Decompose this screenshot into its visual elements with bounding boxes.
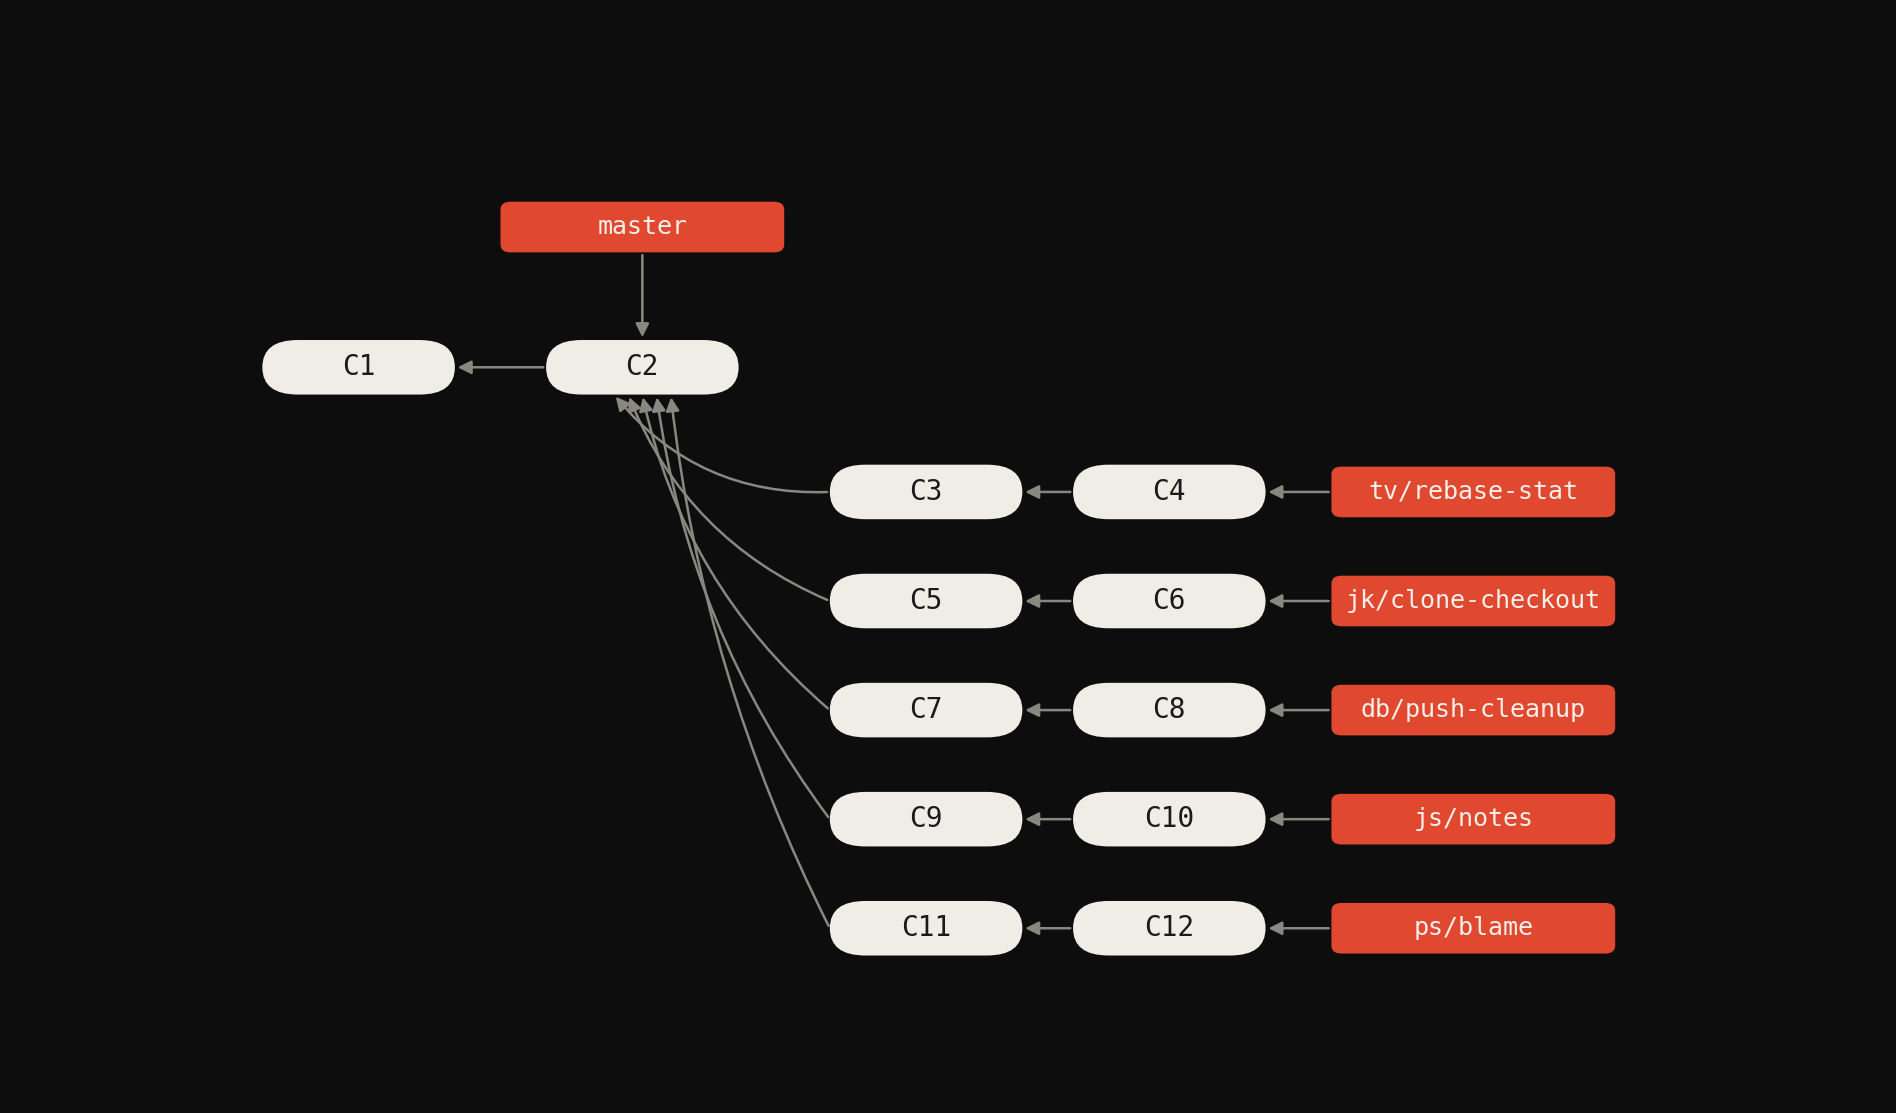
FancyBboxPatch shape xyxy=(830,682,1022,737)
FancyBboxPatch shape xyxy=(546,339,739,394)
Text: db/push-cleanup: db/push-cleanup xyxy=(1361,698,1585,722)
Text: js/notes: js/notes xyxy=(1413,807,1534,831)
FancyBboxPatch shape xyxy=(1073,682,1267,737)
Text: jk/clone-checkout: jk/clone-checkout xyxy=(1346,589,1600,613)
FancyBboxPatch shape xyxy=(1073,464,1267,519)
Text: C7: C7 xyxy=(910,696,942,725)
FancyBboxPatch shape xyxy=(1331,466,1615,518)
Text: C4: C4 xyxy=(1153,477,1187,506)
Text: ps/blame: ps/blame xyxy=(1413,916,1534,940)
Text: C2: C2 xyxy=(626,353,660,382)
Text: C12: C12 xyxy=(1143,914,1194,943)
FancyBboxPatch shape xyxy=(830,464,1022,519)
Text: master: master xyxy=(597,215,688,239)
FancyArrowPatch shape xyxy=(618,398,827,492)
FancyBboxPatch shape xyxy=(1073,902,1267,955)
Text: C6: C6 xyxy=(1153,587,1187,615)
FancyArrowPatch shape xyxy=(667,400,829,926)
FancyBboxPatch shape xyxy=(1073,792,1267,846)
Text: C8: C8 xyxy=(1153,696,1187,725)
Text: tv/rebase-stat: tv/rebase-stat xyxy=(1369,480,1577,504)
Text: C1: C1 xyxy=(341,353,375,382)
Text: C10: C10 xyxy=(1143,805,1194,834)
FancyArrowPatch shape xyxy=(654,400,829,817)
FancyBboxPatch shape xyxy=(1073,574,1267,628)
Text: C5: C5 xyxy=(910,587,942,615)
FancyBboxPatch shape xyxy=(1331,684,1615,736)
Text: C3: C3 xyxy=(910,477,942,506)
FancyBboxPatch shape xyxy=(1331,794,1615,845)
FancyArrowPatch shape xyxy=(641,400,829,708)
FancyBboxPatch shape xyxy=(262,339,455,394)
Text: C11: C11 xyxy=(901,914,952,943)
FancyArrowPatch shape xyxy=(629,400,827,600)
FancyBboxPatch shape xyxy=(501,201,785,253)
FancyBboxPatch shape xyxy=(830,902,1022,955)
Text: C9: C9 xyxy=(910,805,942,834)
FancyBboxPatch shape xyxy=(1331,903,1615,954)
FancyBboxPatch shape xyxy=(830,792,1022,846)
FancyBboxPatch shape xyxy=(830,574,1022,628)
FancyBboxPatch shape xyxy=(1331,575,1615,627)
